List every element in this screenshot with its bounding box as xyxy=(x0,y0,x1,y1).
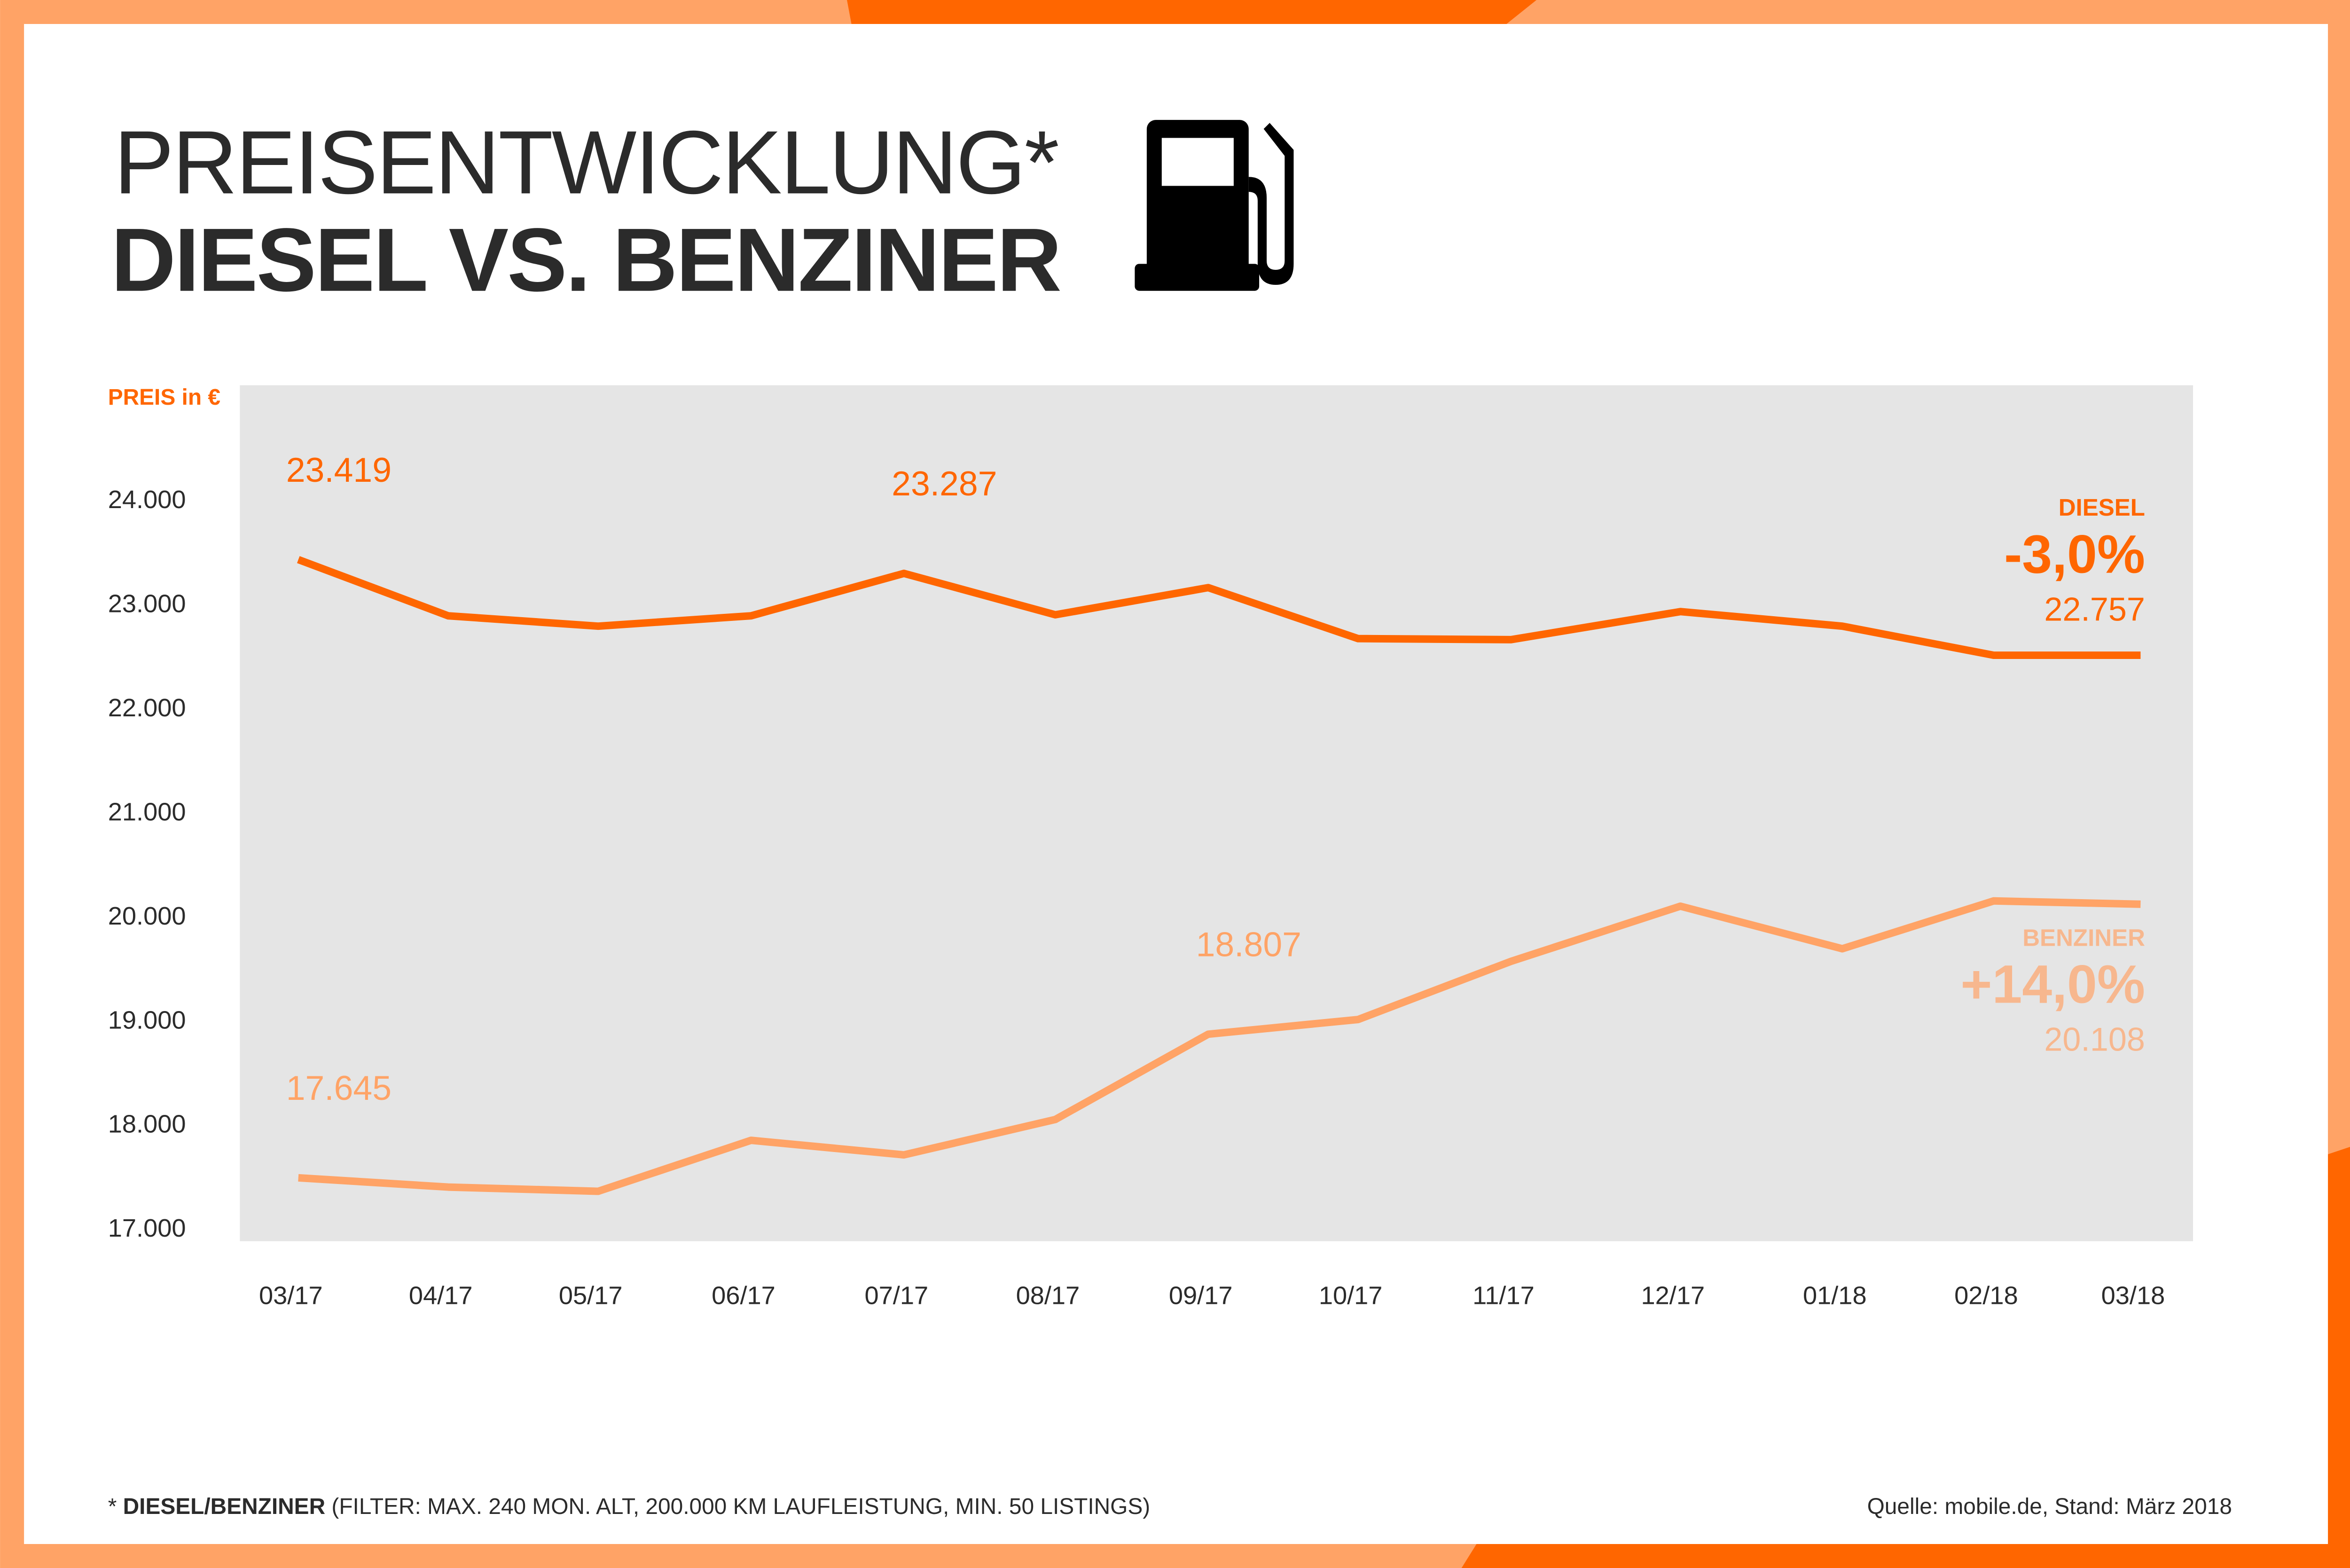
footnote-rest: (FILTER: MAX. 240 MON. ALT, 200.000 KM L… xyxy=(325,1494,1150,1519)
x-tick-label: 08/17 xyxy=(1016,1282,1080,1310)
data-point xyxy=(751,1140,752,1141)
point-label: 17.645 xyxy=(286,1069,392,1107)
y-tick-label: 24.000 xyxy=(108,486,186,514)
diesel-end-value: 22.757 xyxy=(2044,590,2145,627)
data-point xyxy=(2140,904,2141,905)
diesel-change: -3,0% xyxy=(2004,524,2145,584)
benziner-change: +14,0% xyxy=(1960,955,2145,1015)
benziner-end-value: 20.108 xyxy=(2044,1021,2145,1058)
y-tick-label: 18.000 xyxy=(108,1110,186,1138)
x-tick-label: 03/18 xyxy=(2101,1282,2165,1310)
y-tick-label: 21.000 xyxy=(108,798,186,826)
x-tick-label: 02/18 xyxy=(1954,1282,2018,1310)
fuel-pump-icon xyxy=(1135,120,1294,291)
data-point xyxy=(1511,961,1512,962)
benziner-legend-label: BENZINER xyxy=(2022,924,2145,951)
point-label: 23.419 xyxy=(286,451,392,489)
source-note: Quelle: mobile.de, Stand: März 2018 xyxy=(1867,1494,2232,1519)
x-tick-label: 04/17 xyxy=(409,1282,473,1310)
x-tick-label: 03/17 xyxy=(259,1282,323,1310)
plot-area xyxy=(240,385,2193,1241)
frame-accent-top xyxy=(847,0,1537,24)
series-lines xyxy=(297,556,2141,1195)
x-tick-label: 07/17 xyxy=(864,1282,928,1310)
y-axis-label: PREIS in € xyxy=(108,385,220,410)
x-tick-label: 11/17 xyxy=(1473,1282,1535,1310)
point-label: 18.807 xyxy=(1196,925,1301,964)
frame-accent-right xyxy=(2328,1147,2350,1568)
y-tick-label: 22.000 xyxy=(108,694,186,722)
x-tick-label: 09/17 xyxy=(1169,1282,1233,1310)
point-label: 23.287 xyxy=(892,464,997,503)
x-tick-label: 10/17 xyxy=(1319,1282,1383,1310)
y-axis-ticks: 24.000 23.000 22.000 21.000 20.000 19.000 18.0… xyxy=(108,486,186,1242)
x-tick-label: 05/17 xyxy=(559,1282,623,1310)
title-line-1: PREISENTWICKLUNG* xyxy=(114,112,1058,212)
frame-accent-bottom xyxy=(1461,1544,2350,1568)
y-tick-label: 19.000 xyxy=(108,1006,186,1034)
y-tick-label: 23.000 xyxy=(108,590,186,618)
footnote-bold: DIESEL/BENZINER xyxy=(123,1494,326,1519)
footnote-prefix: * xyxy=(108,1494,123,1519)
x-tick-label: 01/18 xyxy=(1803,1282,1867,1310)
footnote: * DIESEL/BENZINER (FILTER: MAX. 240 MON.… xyxy=(108,1494,1150,1519)
diesel-legend-label: DIESEL xyxy=(2059,494,2145,521)
y-tick-label: 17.000 xyxy=(108,1214,186,1242)
x-tick-label: 06/17 xyxy=(712,1282,776,1310)
title-line-2: DIESEL VS. BENZINER xyxy=(111,210,1060,310)
x-axis-ticks: 03/17 04/17 05/17 06/17 07/17 08/17 09/17 10/17… xyxy=(259,1282,2165,1310)
y-tick-label: 20.000 xyxy=(108,902,186,930)
x-tick-label: 12/17 xyxy=(1641,1282,1705,1310)
data-point xyxy=(1055,1119,1056,1120)
data-point xyxy=(2140,655,2141,656)
point-labels: 23.419 23.287 17.645 18.807 xyxy=(286,451,1301,1107)
